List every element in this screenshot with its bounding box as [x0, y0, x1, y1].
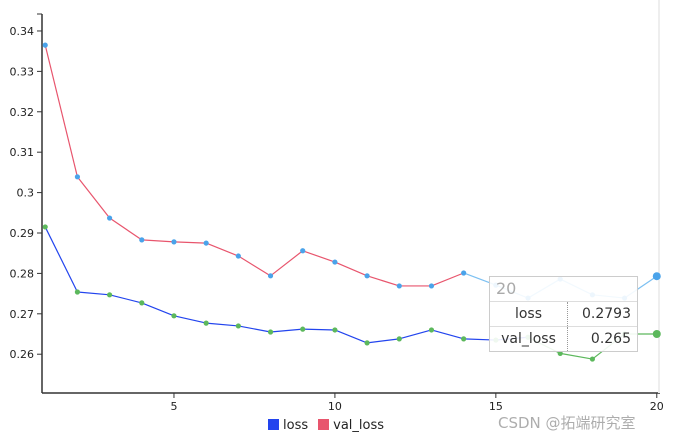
- series-segment-loss: [302, 250, 336, 263]
- y-tick-label: 0.26: [10, 348, 35, 361]
- legend-label: loss: [283, 418, 309, 433]
- series-segment-val_loss: [238, 325, 271, 333]
- data-point-val_loss: [74, 289, 81, 295]
- x-tick-label: 20: [650, 400, 664, 413]
- legend-swatch: [268, 419, 279, 430]
- series-segment-loss: [141, 239, 175, 243]
- data-point-val_loss: [106, 292, 113, 298]
- data-point-loss: [42, 42, 48, 48]
- series-segment-val_loss: [334, 329, 368, 344]
- data-point-val_loss: [428, 327, 435, 333]
- y-tick-label: 0.27: [10, 308, 35, 321]
- data-point-loss: [106, 215, 113, 221]
- data-point-loss: [267, 273, 274, 279]
- series-segment-val_loss: [173, 315, 207, 324]
- series-segment-loss: [205, 242, 239, 257]
- data-point-val_loss: [396, 336, 402, 342]
- data-point-val_loss: [171, 313, 177, 319]
- data-point-loss: [332, 259, 338, 265]
- data-point-loss: [652, 272, 661, 281]
- series-segment-val_loss: [206, 322, 239, 327]
- legend-item-val-loss[interactable]: val_loss: [318, 418, 384, 433]
- series-segment-loss: [109, 217, 143, 241]
- tooltip-row-loss: loss 0.2793: [490, 301, 637, 326]
- tooltip-value: 0.265: [590, 331, 631, 347]
- legend-swatch: [318, 419, 330, 430]
- data-point-val_loss: [235, 323, 241, 329]
- series-segment-val_loss: [302, 328, 335, 331]
- watermark: CSDN @拓端研究室: [498, 414, 636, 432]
- tooltip-label: loss: [490, 302, 568, 326]
- series-segment-val_loss: [367, 338, 400, 344]
- tooltip-label: val_loss: [490, 327, 568, 351]
- series-segment-val_loss: [141, 302, 175, 317]
- data-point-val_loss: [300, 326, 306, 332]
- series-segment-val_loss: [399, 329, 432, 340]
- data-point-loss: [364, 273, 370, 279]
- data-point-loss: [74, 174, 81, 180]
- tooltip-title: 20: [496, 279, 517, 298]
- series-segment-loss: [270, 250, 304, 277]
- x-tick-label: 5: [170, 400, 177, 413]
- y-tick-label: 0.31: [10, 146, 35, 159]
- series-segment-loss: [173, 241, 207, 244]
- data-point-loss: [139, 237, 145, 243]
- data-point-val_loss: [652, 330, 661, 339]
- data-point-val_loss: [139, 300, 145, 306]
- data-point-loss: [235, 253, 241, 259]
- data-point-val_loss: [557, 350, 563, 357]
- tooltip-row-val-loss: val_loss 0.265: [490, 326, 637, 351]
- x-tick-label: 15: [489, 400, 503, 413]
- series-segment-val_loss: [560, 352, 593, 360]
- series-segment-loss: [76, 176, 111, 219]
- data-point-val_loss: [461, 336, 467, 342]
- series-segment-val_loss: [44, 226, 78, 293]
- data-point-loss: [203, 240, 209, 246]
- y-tick-label: 0.34: [10, 25, 35, 38]
- data-point-loss: [461, 270, 467, 276]
- data-point-val_loss: [203, 320, 209, 326]
- series-segment-loss: [44, 44, 78, 177]
- series-segment-loss: [431, 272, 464, 287]
- series-segment-val_loss: [77, 291, 110, 296]
- series-segment-val_loss: [431, 329, 464, 340]
- y-tick-label: 0.29: [10, 227, 35, 240]
- legend-item-loss[interactable]: loss: [268, 418, 308, 433]
- data-point-loss: [428, 283, 435, 289]
- data-point-loss: [171, 239, 177, 245]
- y-tick-label: 0.32: [10, 106, 35, 119]
- series-segment-loss: [334, 261, 368, 277]
- series-segment-val_loss: [270, 328, 303, 333]
- legend-label: val_loss: [333, 418, 385, 433]
- data-point-val_loss: [267, 329, 274, 335]
- data-point-val_loss: [364, 340, 370, 346]
- data-point-loss: [300, 248, 306, 254]
- data-point-val_loss: [42, 224, 48, 230]
- legend: loss val_loss: [268, 418, 384, 433]
- y-tick-label: 0.28: [10, 267, 35, 280]
- y-tick-label: 0.33: [10, 65, 35, 78]
- tooltip-value: 0.2793: [582, 306, 631, 322]
- series-segment-loss: [366, 275, 400, 287]
- data-point-val_loss: [332, 327, 338, 333]
- data-point-loss: [396, 283, 402, 289]
- data-point-val_loss: [589, 356, 596, 362]
- tooltip: 20 loss 0.2793 val_loss 0.265: [489, 276, 638, 352]
- series-segment-val_loss: [109, 294, 142, 304]
- y-tick-label: 0.3: [17, 187, 35, 200]
- series-segment-loss: [238, 255, 271, 277]
- x-tick-label: 10: [328, 400, 342, 413]
